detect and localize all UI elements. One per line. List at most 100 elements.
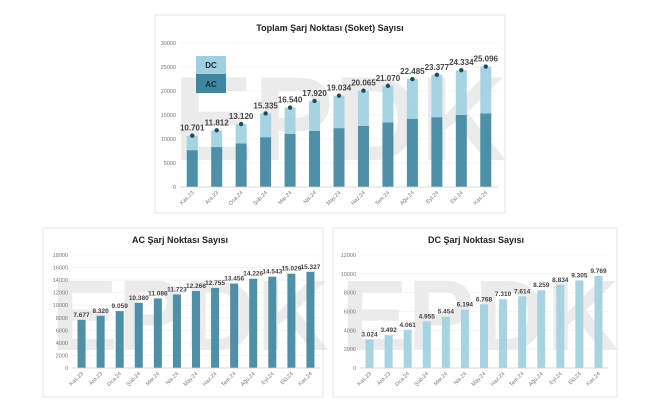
bar-dc xyxy=(431,74,443,118)
dc-chart-panel xyxy=(332,227,618,398)
bar xyxy=(211,287,220,368)
y-tick-label: 2000 xyxy=(344,347,356,353)
y-tick-label: 10000 xyxy=(161,137,176,143)
bar-dc xyxy=(480,66,492,114)
y-tick-label: 5000 xyxy=(164,161,176,167)
data-label: 3.024 xyxy=(361,332,378,339)
bar xyxy=(153,298,162,368)
bar-dc xyxy=(186,135,198,151)
y-tick-label: 10000 xyxy=(53,303,68,309)
y-tick-label: 30000 xyxy=(161,41,176,47)
total-chart-title: Toplam Şarj Noktası (Soket) Sayısı xyxy=(256,23,403,33)
bar-ac xyxy=(431,117,443,187)
data-label: 22.485 xyxy=(400,67,425,76)
data-label: 11.723 xyxy=(167,286,187,293)
bar-ac xyxy=(284,133,296,187)
bar xyxy=(594,276,603,368)
total-chart-legend: DC AC xyxy=(196,56,226,93)
bar-ac xyxy=(406,118,418,187)
y-tick-label: 6000 xyxy=(344,310,356,316)
bar-dc xyxy=(382,85,394,123)
bar xyxy=(460,309,469,368)
legend-swatch-dc xyxy=(196,56,226,74)
bar xyxy=(403,329,412,368)
bar-ac xyxy=(455,114,467,187)
bar-ac xyxy=(260,137,272,187)
data-label: 11.812 xyxy=(205,118,230,127)
total-marker xyxy=(385,83,391,89)
y-tick-label: 8000 xyxy=(56,316,68,322)
bar-ac xyxy=(480,113,492,187)
data-label: 6.768 xyxy=(476,296,493,303)
total-marker xyxy=(190,133,195,138)
y-tick-label: 15000 xyxy=(161,113,176,119)
bar xyxy=(556,284,565,368)
bar xyxy=(249,278,258,368)
total-marker xyxy=(483,64,488,69)
data-label: 10.380 xyxy=(129,295,149,302)
data-label: 5.454 xyxy=(438,309,455,316)
data-label: 6.194 xyxy=(457,302,474,309)
data-label: 16.540 xyxy=(278,96,303,105)
data-label: 4.955 xyxy=(419,313,436,320)
ac-chart: EPDK AC Şarj Noktası Sayısı 020004000600… xyxy=(42,227,329,398)
dc-chart-title: DC Şarj Noktası Sayısı xyxy=(428,235,524,245)
bar-ac xyxy=(382,122,394,187)
data-label: 7.310 xyxy=(495,291,512,298)
data-label: 23.377 xyxy=(425,63,450,72)
dc-chart: EPDK DC Şarj Noktası Sayısı 020004000600… xyxy=(332,227,619,398)
total-marker xyxy=(238,121,244,127)
data-label: 9.305 xyxy=(571,272,588,279)
data-label: 9.769 xyxy=(590,268,607,275)
data-label: 11.086 xyxy=(148,290,168,297)
data-label: 15.327 xyxy=(301,264,321,271)
data-label: 17.920 xyxy=(302,89,327,98)
y-tick-label: 16000 xyxy=(53,266,68,272)
bar xyxy=(518,296,527,368)
bar xyxy=(384,335,393,368)
bar xyxy=(191,290,201,368)
data-label: 14.543 xyxy=(262,269,282,276)
y-tick-label: 18000 xyxy=(53,253,68,259)
data-label: 7.614 xyxy=(514,288,531,295)
data-label: 12.755 xyxy=(205,280,225,287)
bar xyxy=(115,311,124,368)
bar-ac xyxy=(333,128,345,187)
y-tick-label: 4000 xyxy=(56,341,68,347)
y-tick-label: 8000 xyxy=(344,291,356,297)
bar-dc xyxy=(309,100,321,131)
y-tick-label: 0 xyxy=(173,185,176,191)
bar xyxy=(365,339,374,368)
y-tick-label: 4000 xyxy=(344,328,356,334)
data-label: 10.701 xyxy=(180,124,205,133)
bar-ac xyxy=(309,130,321,187)
bar-dc xyxy=(260,113,272,138)
bar xyxy=(268,276,277,368)
data-label: 24.334 xyxy=(449,58,474,67)
legend-label-dc: DC xyxy=(205,61,217,70)
y-tick-label: 25000 xyxy=(161,65,176,71)
bar xyxy=(230,283,239,368)
total-marker xyxy=(263,111,268,116)
y-tick-label: 12000 xyxy=(53,291,68,297)
data-label: 21.070 xyxy=(376,74,401,83)
bar xyxy=(96,315,105,368)
data-label: 7.677 xyxy=(73,312,90,319)
bar-dc xyxy=(284,107,296,134)
data-label: 3.492 xyxy=(380,327,397,334)
bar xyxy=(287,273,296,368)
data-label: 19.034 xyxy=(327,84,352,93)
y-tick-label: 12000 xyxy=(341,253,356,259)
ac-chart-panel xyxy=(42,227,324,398)
data-label: 8.320 xyxy=(92,308,109,315)
bar-ac xyxy=(235,143,247,187)
bar xyxy=(172,294,181,368)
bar xyxy=(134,302,143,368)
total-marker xyxy=(361,88,366,93)
y-tick-label: 0 xyxy=(353,366,356,372)
bar-dc xyxy=(455,70,467,115)
bar xyxy=(537,290,546,368)
data-label: 9.059 xyxy=(112,303,129,310)
bar-dc xyxy=(406,79,418,119)
